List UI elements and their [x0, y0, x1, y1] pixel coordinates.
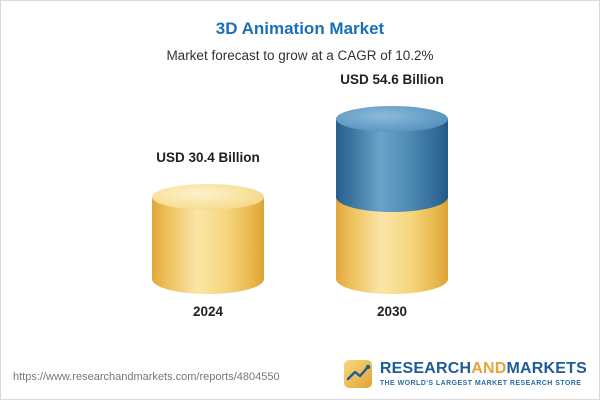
chart-title: 3D Animation Market — [215, 19, 385, 38]
research-and-markets-logo-icon — [343, 360, 372, 388]
bar-group-2030: USD 54.6 Billion 2030 — [322, 72, 462, 319]
source-url: https://www.researchandmarkets.com/repor… — [13, 371, 280, 383]
cylinder-2024-body — [152, 196, 264, 294]
chart-subtitle: Market forecast to grow at a CAGR of 10.… — [166, 48, 434, 63]
logo-word-research: RESEARCH — [379, 359, 472, 377]
cylinder-2030 — [336, 106, 448, 294]
chart-header: 3D Animation Market Market forecast to g… — [1, 1, 599, 63]
logo-word-and: AND — [471, 359, 507, 377]
cylinder-2030-yellow-segment — [336, 196, 448, 294]
category-label-2024: 2024 — [192, 304, 224, 319]
cylinder-2030-blue-segment — [336, 119, 448, 212]
category-label-2030: 2030 — [376, 304, 408, 319]
research-and-markets-logo: RESEARCHANDMARKETS THE WORLD'S LARGEST M… — [343, 359, 587, 389]
cylinder-bar-chart: USD 30.4 Billion 2024 USD 54.6 Billion 2… — [1, 67, 599, 319]
bar-group-2024: USD 30.4 Billion 2024 — [138, 150, 278, 319]
cylinder-2024 — [152, 183, 264, 294]
value-label-2030: USD 54.6 Billion — [340, 72, 444, 88]
logo-text: RESEARCHANDMARKETS THE WORLD'S LARGEST M… — [379, 359, 587, 388]
value-label-2024: USD 30.4 Billion — [156, 149, 260, 165]
logo-word-markets: MARKETS — [506, 359, 587, 377]
logo-wordmark: RESEARCHANDMARKETS — [379, 359, 587, 378]
cylinder-2030-top-ellipse — [336, 106, 448, 133]
logo-tagline: THE WORLD'S LARGEST MARKET RESEARCH STOR… — [379, 380, 582, 388]
footer: https://www.researchandmarkets.com/repor… — [1, 359, 599, 399]
cylinder-2024-top-ellipse — [152, 183, 264, 210]
